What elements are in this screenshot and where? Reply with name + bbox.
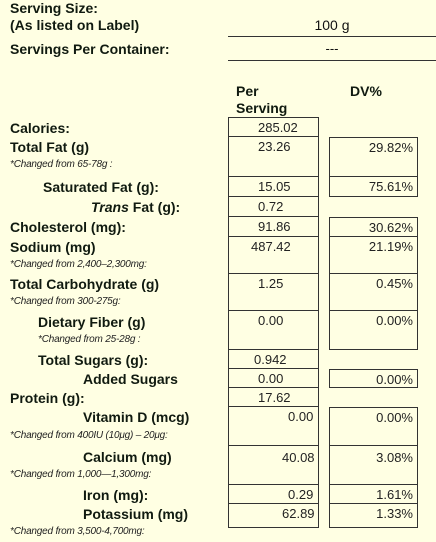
cholesterol-value-cell: 91.86	[228, 217, 319, 237]
cholesterol-dv: 30.62%	[368, 220, 413, 235]
cholesterol-dv-cell: 30.62%	[329, 218, 418, 237]
sodium-dv: 21.19%	[368, 239, 413, 254]
calcium-note: *Changed from 1,000—1,300mg:	[10, 469, 152, 480]
per-serving-header-line2: Serving	[236, 100, 288, 116]
as-listed-label: (As listed on Label)	[10, 17, 140, 33]
dietary-fiber-dv: 0.00%	[376, 313, 413, 328]
added-sugars-label: Added Sugars	[83, 371, 178, 387]
total-fat-dv: 29.82%	[368, 140, 413, 155]
total-fat-note: *Changed from 65-78g :	[10, 159, 113, 170]
sodium-label: Sodium (mg)	[10, 239, 96, 255]
protein-label: Protein (g):	[10, 390, 85, 406]
added-sugars-dv: 0.00%	[376, 372, 413, 387]
dv-box-top-vitd	[329, 407, 418, 408]
protein-value: 17.62	[258, 390, 291, 405]
vitamin-d-label: Vitamin D (mcg)	[83, 409, 190, 425]
protein-value-cell: 17.62	[228, 388, 319, 407]
total-fat-value: 23.26	[258, 139, 291, 154]
sodium-dv-cell: 21.19%	[329, 237, 418, 274]
calcium-value: 40.08	[282, 450, 315, 465]
calories-value-cell: 285.02	[228, 118, 319, 137]
value-box-top	[228, 117, 319, 118]
sodium-note: *Changed from 2,400–2,300mg:	[10, 259, 147, 270]
total-fat-dv-cell: 29.82%	[329, 138, 418, 177]
calcium-dv-cell: 3.08%	[329, 446, 418, 485]
total-carbohydrate-dv: 0.45%	[376, 276, 413, 291]
trans-fat-label-rest: Fat (g):	[128, 199, 181, 215]
serving-size-label: Serving Size:	[10, 0, 98, 16]
total-carbohydrate-note: *Changed from 300-275g:	[10, 296, 121, 307]
dietary-fiber-value: 0.00	[258, 313, 284, 328]
total-fat-value-cell: 23.26	[228, 137, 319, 177]
dv-box-top-chol	[329, 217, 418, 218]
saturated-fat-label: Saturated Fat (g):	[43, 179, 159, 195]
total-sugars-value-cell: 0.942	[228, 350, 319, 369]
iron-value-cell: 0.29	[228, 485, 319, 504]
total-sugars-label: Total Sugars (g):	[38, 352, 149, 368]
total-carbohydrate-value-cell: 1.25	[228, 274, 319, 311]
saturated-fat-dv: 75.61%	[368, 179, 413, 194]
serving-size-value: 100 g	[314, 17, 350, 33]
vitamin-d-note: *Changed from 400IU (10μg) – 20μg:	[10, 430, 168, 441]
trans-fat-label: Trans Fat (g):	[91, 199, 180, 215]
vitamin-d-dv-cell: 0.00%	[329, 408, 418, 446]
vitamin-d-dv: 0.00%	[376, 410, 413, 425]
iron-value: 0.29	[288, 487, 314, 502]
vitamin-d-value: 0.00	[288, 409, 314, 424]
sodium-value: 487.42	[251, 239, 291, 254]
servings-per-container-label: Servings Per Container:	[10, 41, 170, 57]
cholesterol-label: Cholesterol (mg):	[10, 219, 126, 235]
vitamin-d-value-cell: 0.00	[228, 407, 319, 446]
calories-label: Calories:	[10, 120, 70, 136]
iron-label: Iron (mg):	[83, 487, 149, 503]
potassium-dv-cell: 1.33%	[329, 504, 418, 528]
calcium-dv: 3.08%	[376, 450, 413, 465]
cholesterol-value: 91.86	[258, 219, 291, 234]
dietary-fiber-note: *Changed from 25-28g :	[38, 334, 141, 345]
added-sugars-value: 0.00	[258, 371, 284, 386]
servings-per-container-underline	[228, 60, 436, 61]
total-carbohydrate-value: 1.25	[258, 276, 284, 291]
per-serving-header-line1: Per	[236, 83, 259, 99]
dv-box-top-added	[329, 369, 418, 370]
trans-italic: Trans	[91, 199, 129, 215]
potassium-label: Potassium (mg)	[83, 506, 189, 522]
dietary-fiber-value-cell: 0.00	[228, 311, 319, 350]
saturated-fat-dv-cell: 75.61%	[329, 177, 418, 197]
total-carbohydrate-label: Total Carbohydrate (g)	[10, 276, 160, 292]
iron-dv-cell: 1.61%	[329, 485, 418, 504]
dv-box-top-fat	[329, 137, 418, 138]
saturated-fat-value-cell: 15.05	[228, 177, 319, 197]
potassium-value-cell: 62.89	[228, 504, 319, 528]
total-fat-label: Total Fat (g)	[10, 139, 90, 155]
iron-dv: 1.61%	[376, 487, 413, 502]
potassium-note: *Changed from 3,500-4,700mg:	[10, 526, 145, 537]
dv-header: DV%	[350, 83, 382, 99]
total-carbohydrate-dv-cell: 0.45%	[329, 274, 418, 311]
potassium-dv: 1.33%	[376, 506, 413, 521]
dietary-fiber-label: Dietary Fiber (g)	[38, 314, 146, 330]
trans-fat-value-cell: 0.72	[228, 197, 319, 217]
added-sugars-dv-cell: 0.00%	[329, 370, 418, 388]
servings-per-container-value: ---	[325, 41, 339, 56]
added-sugars-value-cell: 0.00	[228, 369, 319, 388]
calcium-value-cell: 40.08	[228, 446, 319, 485]
trans-fat-value: 0.72	[258, 199, 284, 214]
calcium-label: Calcium (mg)	[83, 449, 172, 465]
serving-size-underline	[228, 36, 436, 37]
calories-value: 285.02	[258, 120, 298, 135]
dietary-fiber-dv-cell: 0.00%	[329, 311, 418, 350]
sodium-value-cell: 487.42	[228, 237, 319, 274]
saturated-fat-value: 15.05	[258, 179, 291, 194]
potassium-value: 62.89	[282, 506, 315, 521]
total-sugars-value: 0.942	[254, 352, 287, 367]
